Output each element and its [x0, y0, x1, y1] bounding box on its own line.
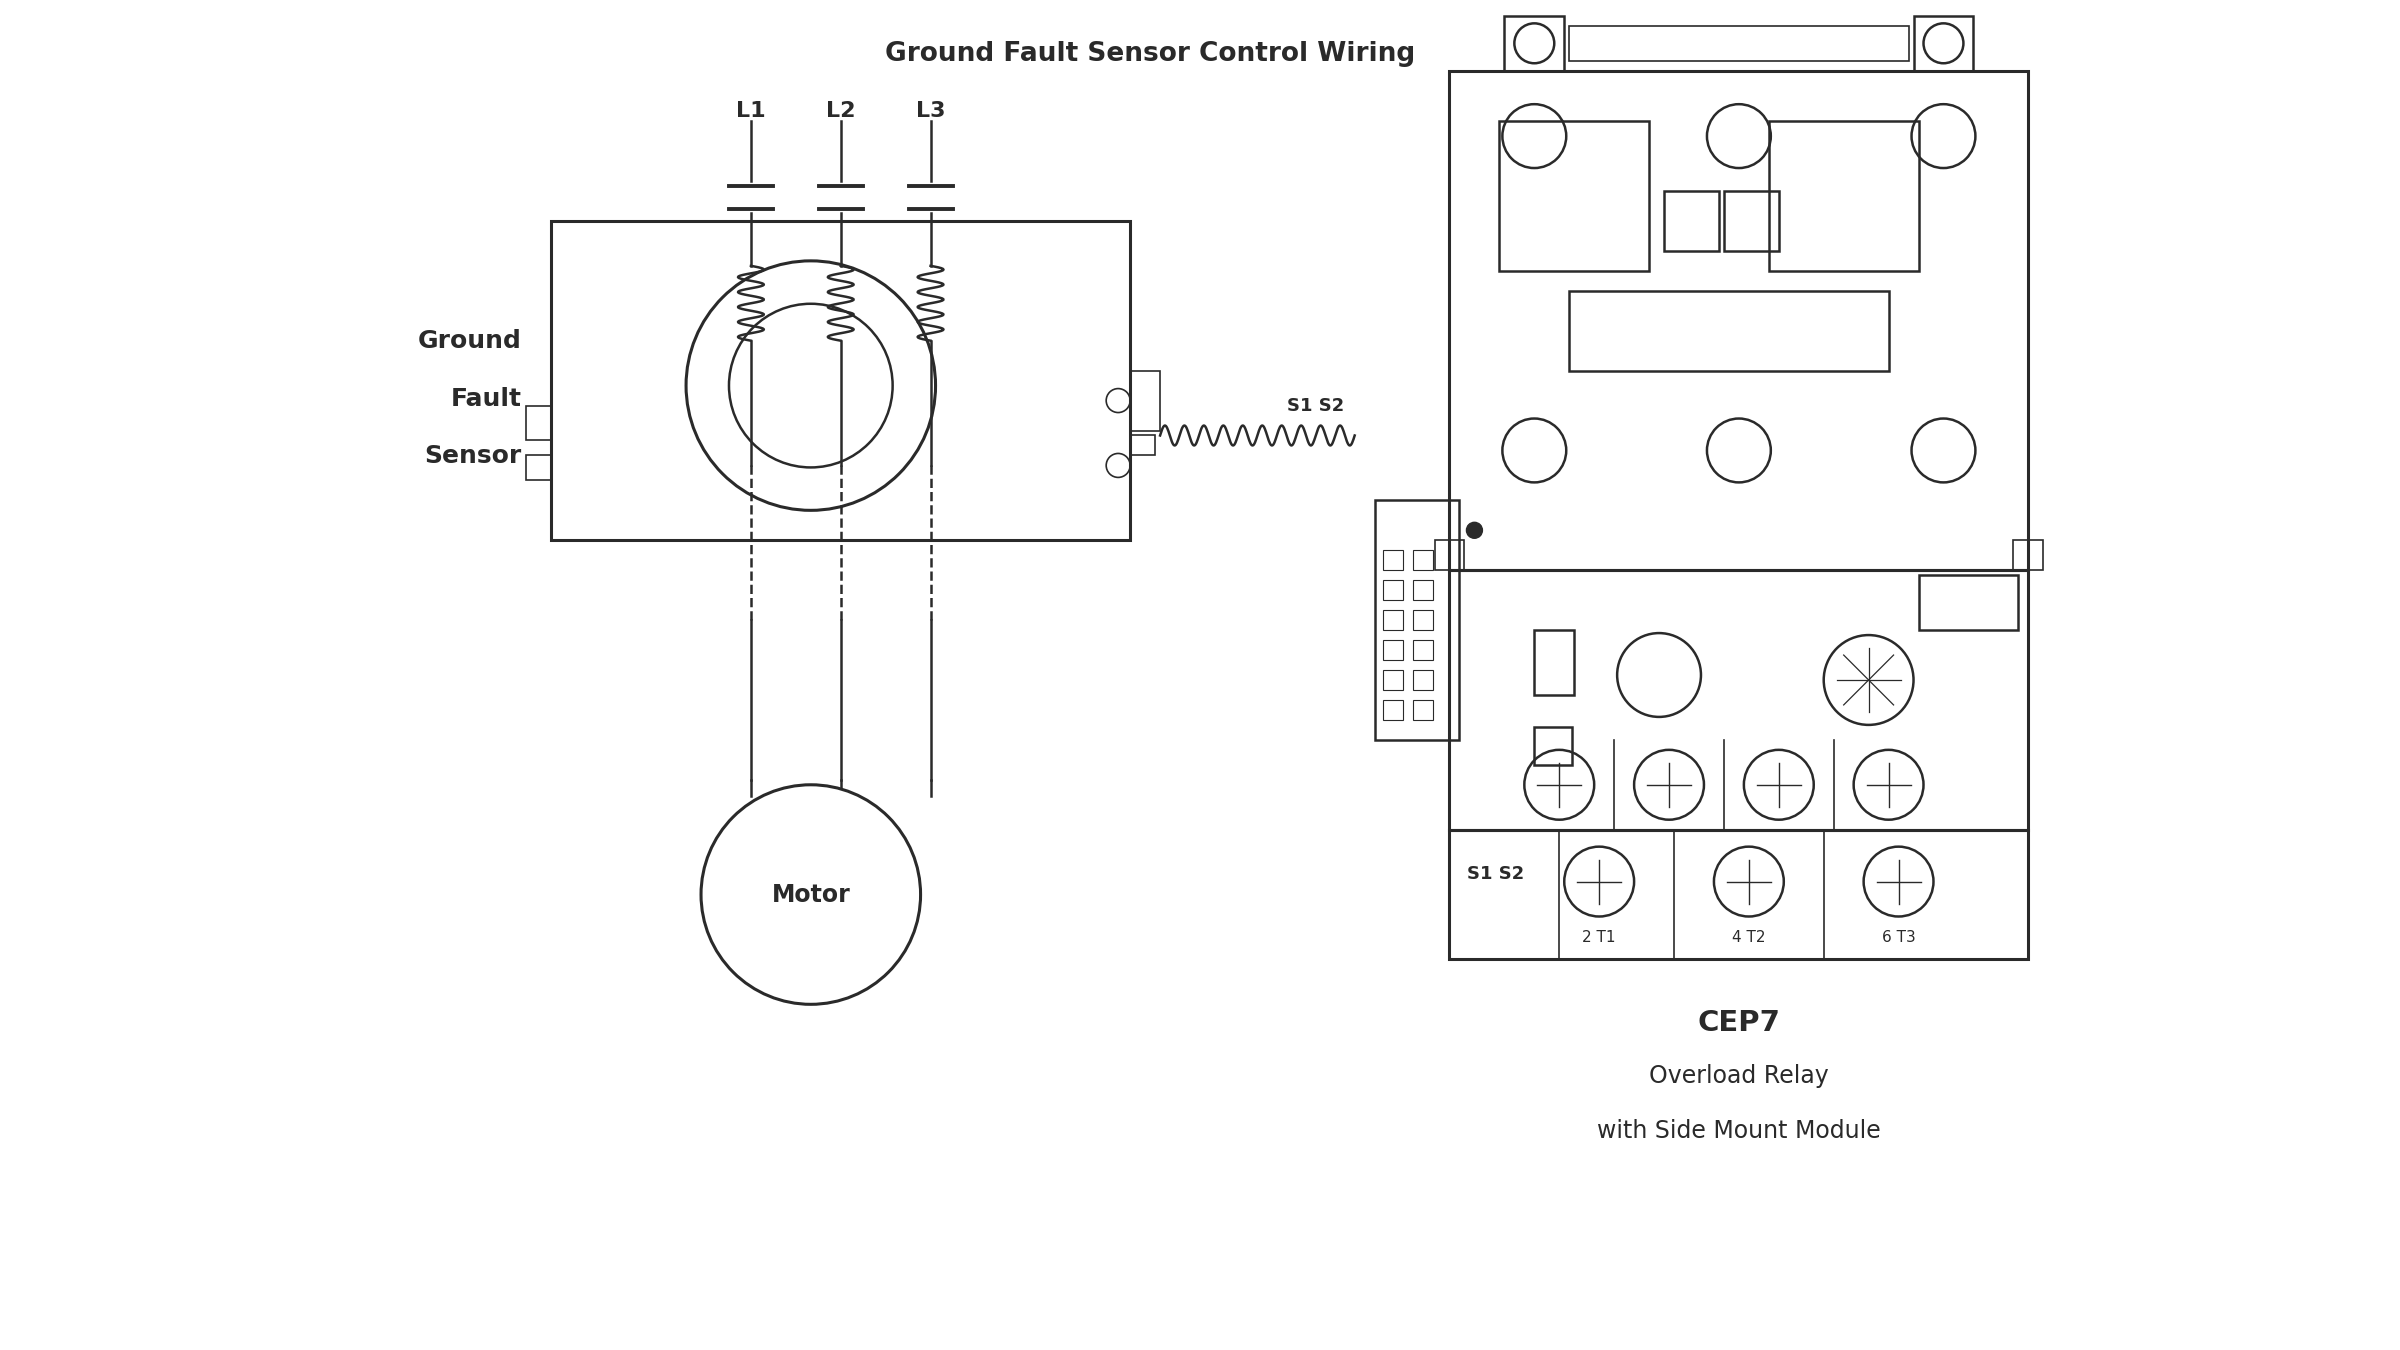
Bar [2014, 540, 2042, 570]
Bar [526, 455, 552, 481]
Bar [1382, 640, 1402, 660]
Bar [1130, 371, 1159, 431]
Bar [1534, 726, 1572, 765]
Text: CEP7: CEP7 [1697, 1010, 1781, 1037]
Bar [1375, 501, 1459, 740]
Bar [1382, 580, 1402, 601]
Text: 2 T1: 2 T1 [1582, 930, 1615, 945]
Bar [1414, 699, 1433, 720]
Bar [1918, 575, 2018, 630]
Text: 6 T3: 6 T3 [1882, 930, 1915, 945]
Bar [1534, 630, 1574, 695]
Bar [1382, 699, 1402, 720]
Bar [1500, 122, 1649, 271]
Text: L1: L1 [737, 101, 766, 122]
Text: with Side Mount Module: with Side Mount Module [1596, 1119, 1882, 1143]
Bar [1414, 610, 1433, 630]
Text: Ground: Ground [418, 328, 521, 352]
Bar [1130, 436, 1154, 455]
Bar [552, 221, 1130, 540]
Bar [1450, 72, 2028, 570]
Circle shape [701, 784, 922, 1004]
Text: S1 S2: S1 S2 [1466, 864, 1524, 883]
Text: Sensor: Sensor [425, 444, 521, 468]
Bar [1913, 16, 1973, 72]
Bar [1663, 190, 1718, 251]
Text: L3: L3 [917, 101, 946, 122]
Bar [526, 405, 552, 440]
Bar [1414, 670, 1433, 690]
Bar [1382, 610, 1402, 630]
Bar [1414, 640, 1433, 660]
Bar [1450, 830, 2028, 960]
Bar [1414, 580, 1433, 601]
Bar [1570, 290, 1889, 371]
Bar [1382, 551, 1402, 570]
Bar [1570, 27, 1908, 61]
Bar [1435, 540, 1464, 570]
Text: S1 S2: S1 S2 [1286, 397, 1344, 414]
Circle shape [1466, 522, 1483, 539]
Text: Fault: Fault [451, 386, 521, 410]
Bar [1769, 122, 1918, 271]
Bar [1505, 16, 1565, 72]
Text: Motor: Motor [770, 883, 850, 907]
Text: L2: L2 [826, 101, 854, 122]
Text: Overload Relay: Overload Relay [1649, 1064, 1829, 1088]
Bar [1382, 670, 1402, 690]
Text: Ground Fault Sensor Control Wiring: Ground Fault Sensor Control Wiring [886, 42, 1416, 68]
Text: 4 T2: 4 T2 [1733, 930, 1766, 945]
Bar [1450, 570, 2028, 830]
Bar [1414, 551, 1433, 570]
Bar [1723, 190, 1778, 251]
